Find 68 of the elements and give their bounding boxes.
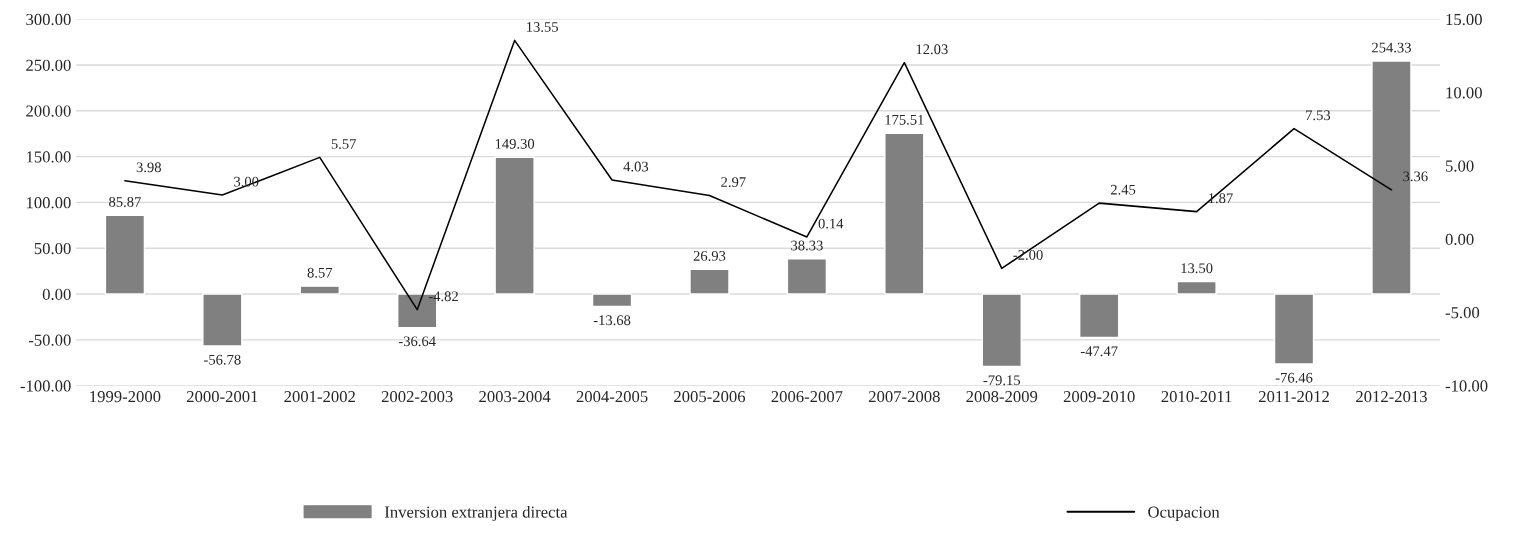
data-label: -4.82 — [428, 291, 458, 302]
y-tick-label: 250.00 — [26, 59, 71, 71]
y-tick-label: 200.00 — [26, 105, 71, 117]
x-tick-label: 2010-2011 — [1161, 390, 1232, 403]
y2-tick-label: -10.00 — [1445, 380, 1488, 392]
x-tick-label: 2004-2005 — [576, 390, 648, 403]
data-label: 7.53 — [1306, 110, 1331, 121]
legend-label: Inversion extranjera directa — [384, 505, 568, 522]
bar — [1079, 293, 1120, 339]
y-tick-label: -50.00 — [28, 334, 71, 346]
y-tick-label: 50.00 — [34, 242, 71, 255]
y2-tick-label: 5.00 — [1446, 160, 1474, 172]
data-label: -36.64 — [398, 336, 436, 347]
bar — [494, 156, 535, 295]
x-tick-label: 2005-2006 — [674, 390, 746, 403]
bar — [104, 214, 146, 295]
y2-tick-label: 0.00 — [1445, 233, 1474, 246]
data-label: 175.51 — [885, 114, 924, 125]
bar — [202, 293, 243, 347]
data-label: 0.14 — [818, 218, 844, 229]
data-label: 38.33 — [791, 240, 823, 251]
bar — [1273, 293, 1315, 365]
bar — [786, 258, 828, 295]
data-label: -76.46 — [1275, 372, 1313, 383]
data-label: 2.97 — [721, 177, 746, 188]
bar — [689, 268, 730, 295]
x-tick-label: 2003-2004 — [479, 390, 551, 403]
x-tick-label: 2012-2013 — [1356, 390, 1427, 403]
data-label: 85.87 — [109, 196, 141, 207]
y2-tick-label: -5.00 — [1445, 307, 1480, 319]
data-label: 149.30 — [495, 138, 535, 149]
x-tick-label: 2001-2002 — [284, 390, 355, 403]
data-label: -79.15 — [983, 375, 1021, 386]
bar — [591, 293, 633, 308]
x-tick-label: 1999-2000 — [90, 390, 161, 403]
data-label: 4.03 — [623, 161, 649, 172]
data-label: -47.47 — [1080, 346, 1118, 357]
data-label: 12.03 — [916, 44, 948, 55]
data-label: 13.50 — [1181, 263, 1213, 274]
x-tick-label: 2002-2003 — [381, 390, 453, 403]
y-tick-label: 0.00 — [42, 288, 71, 301]
y-tick-label: 300.00 — [26, 13, 71, 26]
y-tick-label: 100.00 — [26, 197, 71, 209]
x-tick-label: 2000-2001 — [186, 390, 258, 403]
y2-tick-label: 15.00 — [1446, 13, 1482, 26]
x-tick-label: 2008-2009 — [966, 390, 1038, 403]
data-label: 3.98 — [136, 162, 161, 173]
y-tick-label: 150.00 — [26, 151, 71, 163]
data-label: -13.68 — [593, 315, 631, 326]
y2-tick-label: 10.00 — [1446, 87, 1482, 99]
bar — [981, 293, 1022, 368]
x-tick-label: 2006-2007 — [771, 390, 843, 403]
y-tick-label: -100.00 — [20, 380, 71, 392]
x-tick-label: 2007-2008 — [868, 390, 940, 403]
bar — [884, 132, 925, 295]
x-tick-label: 2011-2012 — [1258, 390, 1329, 403]
data-label: -56.78 — [204, 354, 241, 365]
data-label: 8.57 — [307, 267, 333, 278]
data-label: 5.57 — [331, 139, 356, 149]
data-label: 13.55 — [527, 22, 558, 32]
legend-label: Ocupacion — [1148, 506, 1220, 522]
data-label: 26.93 — [693, 251, 726, 261]
data-label: 3.00 — [234, 176, 259, 187]
data-label: 254.33 — [1372, 42, 1411, 53]
data-label: 2.45 — [1110, 184, 1136, 195]
bar — [1176, 280, 1217, 295]
x-tick-label: 2009-2010 — [1063, 390, 1135, 403]
bar — [299, 285, 340, 295]
